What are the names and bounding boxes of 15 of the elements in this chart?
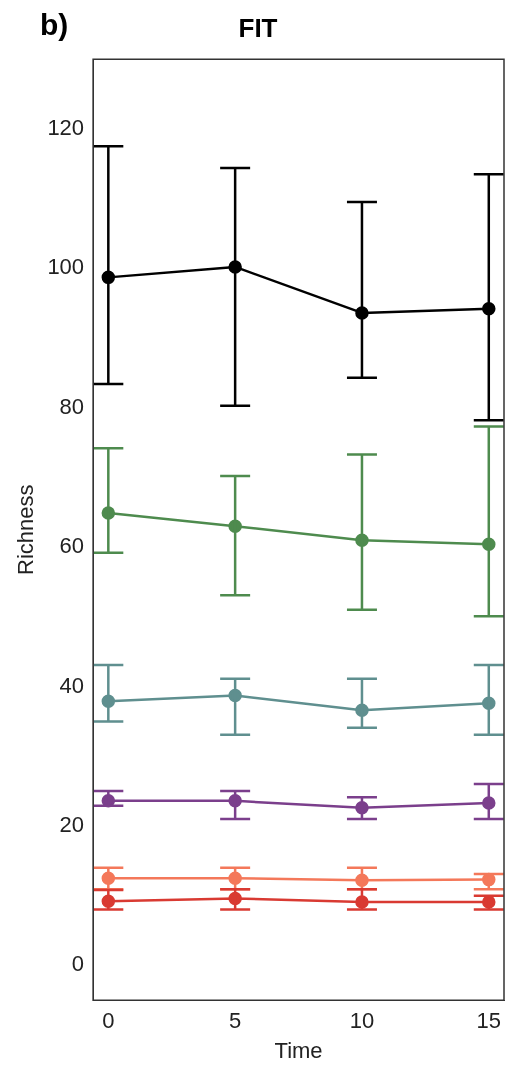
x-tick-label: 5 — [229, 1008, 242, 1034]
y-tick-label: 20 — [59, 812, 85, 837]
y-tick-label: 0 — [71, 951, 85, 977]
x-tick-label: 0 — [102, 1008, 115, 1034]
y-tick-label: 100 — [47, 254, 85, 280]
y-tick-label: 60 — [59, 533, 85, 559]
y-axis-title: Richness — [13, 484, 39, 575]
y-tick-label: 80 — [59, 393, 85, 419]
text: b) — [40, 8, 69, 42]
x-axis-title: Time — [274, 1037, 323, 1063]
y-tick-label: 40 — [59, 672, 85, 698]
x-tick-label: 10 — [349, 1008, 375, 1034]
y-tick-label: 120 — [47, 114, 85, 140]
x-tick-label: 15 — [476, 1008, 502, 1034]
chart-title: FIT — [238, 12, 278, 43]
